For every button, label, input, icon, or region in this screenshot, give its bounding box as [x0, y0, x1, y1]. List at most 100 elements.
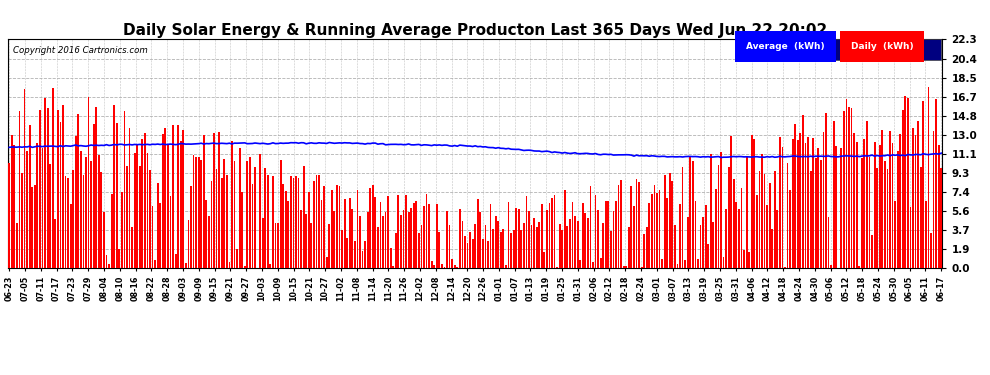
Bar	[469, 232, 471, 268]
Bar	[269, 264, 271, 268]
Bar	[671, 181, 673, 268]
Bar	[528, 211, 530, 268]
Bar	[766, 206, 768, 268]
Bar	[548, 203, 550, 268]
Bar	[264, 168, 266, 268]
Bar	[444, 267, 446, 268]
Bar	[738, 209, 740, 268]
Bar	[925, 201, 927, 268]
Bar	[853, 133, 855, 268]
Bar	[807, 137, 809, 268]
Bar	[546, 210, 547, 268]
Bar	[858, 266, 860, 268]
Bar	[103, 213, 105, 268]
Bar	[290, 176, 292, 268]
Bar	[897, 151, 899, 268]
Bar	[464, 236, 466, 268]
Bar	[761, 154, 763, 268]
Bar	[336, 185, 338, 268]
Bar	[626, 266, 627, 268]
Bar	[871, 236, 873, 268]
Bar	[784, 267, 786, 268]
Bar	[385, 212, 386, 268]
Bar	[129, 128, 131, 268]
Bar	[72, 170, 74, 268]
Bar	[571, 202, 573, 268]
Bar	[534, 218, 535, 268]
Bar	[377, 227, 379, 268]
Bar	[116, 123, 118, 268]
Bar	[892, 142, 893, 268]
Bar	[237, 249, 238, 268]
Bar	[82, 176, 84, 268]
Bar	[29, 125, 31, 268]
Bar	[359, 216, 361, 268]
Bar	[482, 239, 484, 268]
Bar	[451, 259, 453, 268]
Bar	[841, 148, 842, 268]
Bar	[823, 132, 825, 268]
Bar	[418, 233, 420, 268]
Bar	[843, 111, 844, 268]
Bar	[224, 159, 225, 268]
Bar	[733, 179, 735, 268]
Bar	[149, 170, 150, 268]
Bar	[833, 121, 835, 268]
Bar	[446, 211, 447, 268]
Bar	[613, 211, 615, 268]
Bar	[303, 166, 305, 268]
Bar	[206, 201, 207, 268]
Bar	[651, 194, 652, 268]
Bar	[374, 196, 376, 268]
Bar	[267, 176, 268, 268]
Bar	[392, 266, 394, 268]
Bar	[144, 133, 146, 268]
Bar	[198, 157, 200, 268]
Bar	[495, 216, 497, 268]
Bar	[758, 171, 760, 268]
Bar	[90, 160, 92, 268]
Bar	[434, 265, 436, 268]
Bar	[720, 152, 722, 268]
Bar	[631, 186, 633, 268]
Bar	[423, 206, 425, 268]
Bar	[771, 229, 773, 268]
Bar	[85, 157, 87, 268]
Bar	[687, 217, 689, 268]
Bar	[151, 206, 153, 268]
Bar	[518, 209, 520, 268]
Bar	[574, 216, 576, 268]
Bar	[119, 249, 120, 268]
Bar	[47, 108, 49, 268]
Bar	[321, 200, 323, 268]
Bar	[95, 108, 97, 268]
Bar	[193, 155, 194, 268]
Bar	[305, 214, 307, 268]
Bar	[472, 239, 473, 268]
Bar	[139, 166, 141, 268]
Bar	[137, 144, 139, 268]
Bar	[756, 195, 757, 268]
Bar	[861, 158, 862, 268]
Bar	[587, 218, 589, 268]
Bar	[313, 181, 315, 268]
Bar	[689, 157, 691, 268]
Bar	[879, 145, 881, 268]
Bar	[54, 219, 56, 268]
Bar	[361, 251, 363, 268]
Bar	[400, 215, 402, 268]
Bar	[132, 226, 133, 268]
Bar	[329, 224, 330, 268]
Bar	[828, 217, 830, 268]
Bar	[387, 196, 389, 268]
Bar	[794, 124, 796, 268]
Bar	[16, 224, 18, 268]
Bar	[459, 209, 460, 268]
Bar	[792, 139, 794, 268]
Bar	[731, 136, 733, 268]
Bar	[251, 184, 253, 268]
Bar	[159, 203, 161, 268]
Bar	[713, 222, 714, 268]
Bar	[234, 161, 236, 268]
Bar	[592, 262, 594, 268]
